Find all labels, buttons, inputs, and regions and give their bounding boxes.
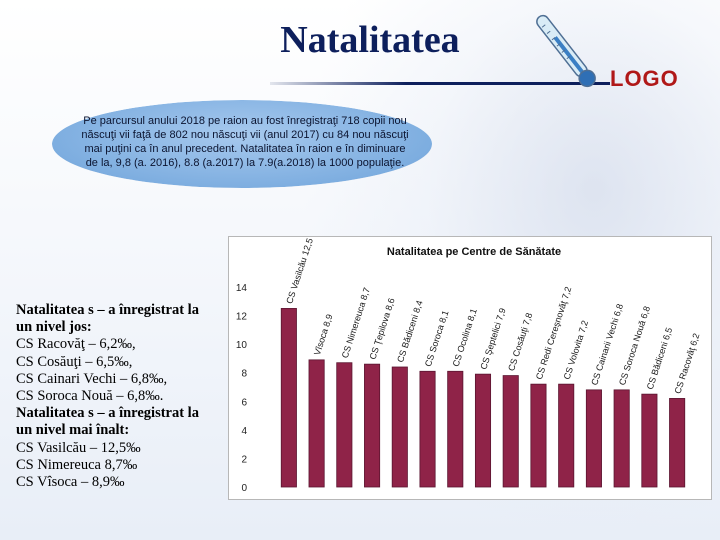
chart-canvas: Natalitatea pe Centre de Sănătate 0 2 4 6 8 1… bbox=[236, 237, 702, 494]
bar bbox=[336, 362, 353, 488]
bar bbox=[364, 363, 381, 488]
note-line: Natalitatea s – a înregistrat la un nive… bbox=[16, 405, 199, 439]
left-notes: Natalitatea s – a înregistrat la un nive… bbox=[16, 302, 216, 491]
bar bbox=[280, 308, 297, 488]
bar bbox=[391, 366, 408, 488]
note-line: CS Vîsoca – 8,9‰ bbox=[16, 474, 125, 491]
bar-data-label: CS Racovăţ 6,2 bbox=[673, 332, 702, 395]
bar-data-label: CS Soroca Nouă 6,8 bbox=[617, 305, 652, 387]
y-axis: 0 2 4 6 8 10 12 14 bbox=[236, 283, 248, 494]
note-line: CS Racovăţ – 6,2‰, bbox=[16, 336, 136, 353]
slide-title: Natalitatea bbox=[280, 19, 460, 61]
bars bbox=[280, 308, 686, 488]
bar-data-label: CS Ţepilova 8,6 bbox=[367, 297, 396, 361]
note-line: CS Cosăuţi – 6,5‰, bbox=[16, 353, 133, 370]
note-line: CS Cainari Vechi – 6,8‰, bbox=[16, 370, 168, 387]
y-tick-label: 8 bbox=[241, 369, 247, 380]
bar bbox=[669, 398, 686, 488]
bar-data-label: CS Bădiceni 8,4 bbox=[395, 299, 424, 363]
bar bbox=[474, 373, 492, 488]
y-tick-label: 4 bbox=[241, 426, 247, 437]
y-tick-label: 2 bbox=[241, 454, 247, 465]
summary-text: Pe parcursul anului 2018 pe raion au fos… bbox=[81, 115, 409, 169]
note-line: CS Nimereuca 8,7‰ bbox=[16, 456, 138, 473]
summary-bubble bbox=[52, 100, 432, 188]
chart-title: Natalitatea pe Centre de Sănătate bbox=[387, 246, 561, 258]
bar-data-label: CS Vasilcău 12,5 bbox=[284, 237, 315, 305]
bar bbox=[641, 393, 658, 488]
y-tick-label: 0 bbox=[241, 483, 247, 494]
logo: LOGO bbox=[610, 66, 679, 91]
bar bbox=[613, 389, 630, 488]
bar bbox=[502, 375, 519, 488]
bar-data-label: Vîsoca 8,9 bbox=[312, 313, 335, 357]
y-tick-label: 10 bbox=[236, 340, 248, 351]
bar-data-label: CS Şeptelici 7,9 bbox=[478, 307, 507, 371]
thermometer-icon bbox=[536, 14, 596, 88]
bar bbox=[308, 359, 325, 488]
y-tick-label: 12 bbox=[236, 312, 248, 323]
bar bbox=[419, 370, 436, 488]
bar-data-label: CS Cosăuţi 7,8 bbox=[506, 312, 534, 373]
title-underline bbox=[270, 82, 610, 85]
note-line: Natalitatea s – a înregistrat la un nive… bbox=[16, 302, 199, 336]
bar bbox=[447, 370, 464, 488]
note-line: CS Vasilcău – 12,5‰ bbox=[16, 439, 141, 456]
note-line: CS Soroca Nouă – 6,8‰. bbox=[16, 388, 164, 405]
bar bbox=[530, 383, 547, 488]
bar-data-label: CS Ocolina 8,1 bbox=[451, 307, 479, 368]
bar bbox=[558, 383, 575, 488]
bar-chart: Natalitatea pe Centre de Sănătate 0 2 4 6 8 1… bbox=[228, 236, 712, 500]
bar-data-label: CS Soroca 8,1 bbox=[423, 309, 451, 368]
y-tick-label: 14 bbox=[236, 283, 248, 294]
bar bbox=[585, 389, 602, 488]
bar-data-label: CS Bădiceni 6,5 bbox=[645, 326, 674, 390]
bar-data-label: CS Nimereuca 8,7 bbox=[340, 286, 372, 359]
y-tick-label: 6 bbox=[241, 397, 247, 408]
bar-data-label: CS Volovita 7,2 bbox=[562, 319, 591, 381]
